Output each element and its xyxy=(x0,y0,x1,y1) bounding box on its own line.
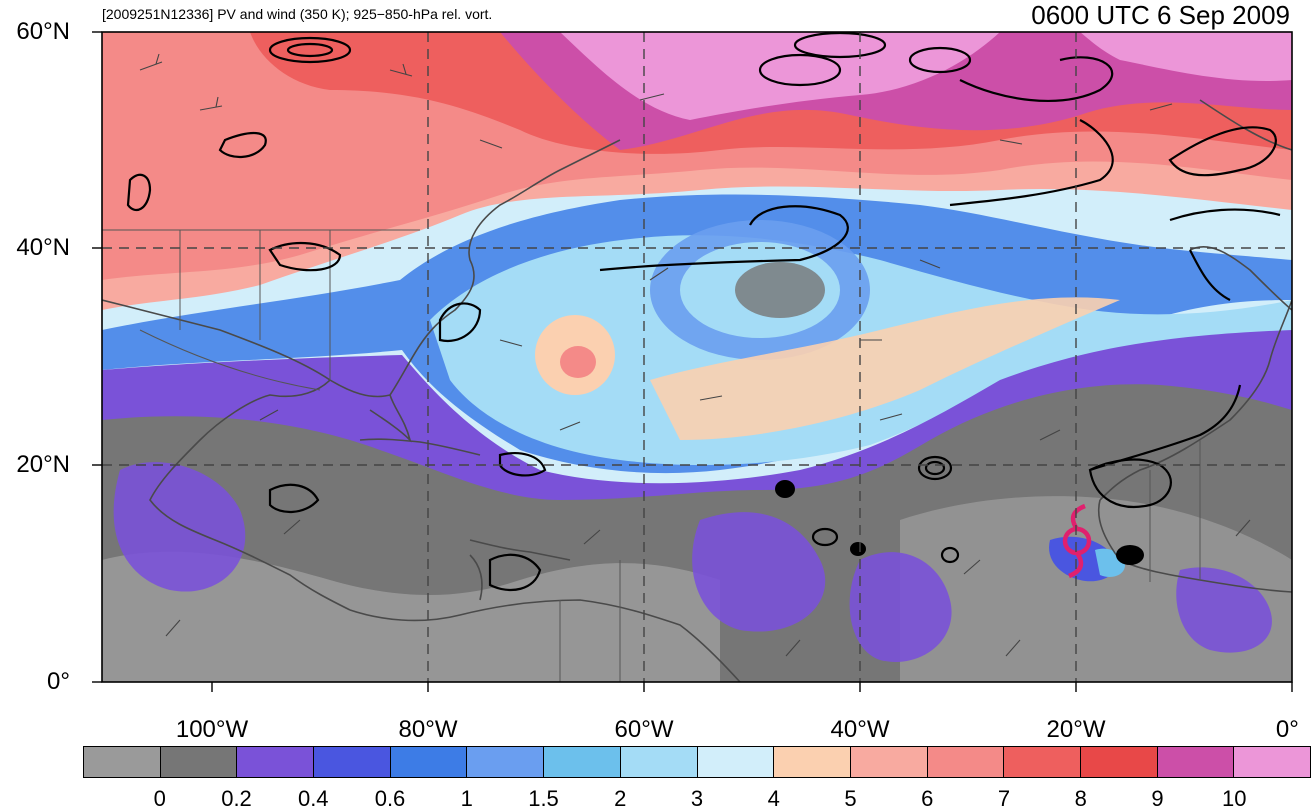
colorbar-label: 0.4 xyxy=(297,786,329,811)
colorbar-box xyxy=(1004,747,1081,777)
colorbar xyxy=(83,746,1311,778)
colorbar-box xyxy=(467,747,545,777)
colorbar-label: 10 xyxy=(1222,786,1247,811)
colorbar-label: 1 xyxy=(460,786,473,811)
colorbar-box xyxy=(927,747,1005,777)
gridlines xyxy=(102,32,1292,682)
map-plot xyxy=(92,31,1293,692)
map-frame xyxy=(101,31,1293,683)
colorbar-label: 6 xyxy=(921,786,934,811)
colorbar-box xyxy=(160,747,238,777)
lon-label-80w: 80°W xyxy=(398,716,458,743)
lon-label-100w: 100°W xyxy=(175,716,249,743)
colorbar-label: 8 xyxy=(1074,786,1087,811)
colorbar-box xyxy=(237,747,315,777)
lon-label-0: 0° xyxy=(1275,716,1299,743)
lon-label-60w: 60°W xyxy=(614,716,674,743)
colorbar-box xyxy=(544,747,621,777)
colorbar-box xyxy=(1080,747,1158,777)
coastlines xyxy=(102,99,1292,682)
colorbar-box xyxy=(1234,747,1310,777)
vorticity-maxima xyxy=(775,480,1144,565)
plot-title-left: [2009251N12336] PV and wind (350 K); 925… xyxy=(102,6,493,22)
colorbar-label: 0 xyxy=(153,786,166,811)
vorticity-contours xyxy=(126,32,1281,592)
political-borders xyxy=(102,229,1201,682)
colorbar-label: 9 xyxy=(1151,786,1164,811)
plot-title-right: 0600 UTC 6 Sep 2009 xyxy=(1031,0,1290,30)
colorbar-box xyxy=(850,747,928,777)
lat-label-0: 0° xyxy=(47,668,70,695)
lon-label-20w: 20°W xyxy=(1046,716,1106,743)
wind-barbs xyxy=(139,53,1251,657)
colorbar-box xyxy=(697,747,775,777)
map-fields xyxy=(102,32,1292,682)
lat-label-40n: 40°N xyxy=(16,234,70,261)
colorbar-label: 2 xyxy=(614,786,627,811)
colorbar-box xyxy=(84,747,161,777)
colorbar-label: 3 xyxy=(690,786,704,811)
lat-label-20n: 20°N xyxy=(16,451,70,478)
colorbar-label: 5 xyxy=(844,786,857,811)
colorbar-label: 7 xyxy=(997,786,1011,811)
colorbar-label: 1.5 xyxy=(528,786,559,811)
colorbar-box xyxy=(314,747,391,777)
axis-ticks xyxy=(92,31,1293,692)
colorbar-label: 0.2 xyxy=(221,786,252,811)
colorbar-box xyxy=(390,747,468,777)
lat-label-60n: 60°N xyxy=(16,18,70,45)
colorbar-label: 0.6 xyxy=(374,786,406,811)
colorbar-label: 4 xyxy=(767,786,780,811)
colorbar-box xyxy=(774,747,851,777)
colorbar-box xyxy=(1157,747,1235,777)
colorbar-box xyxy=(620,747,698,777)
lon-label-40w: 40°W xyxy=(830,716,890,743)
